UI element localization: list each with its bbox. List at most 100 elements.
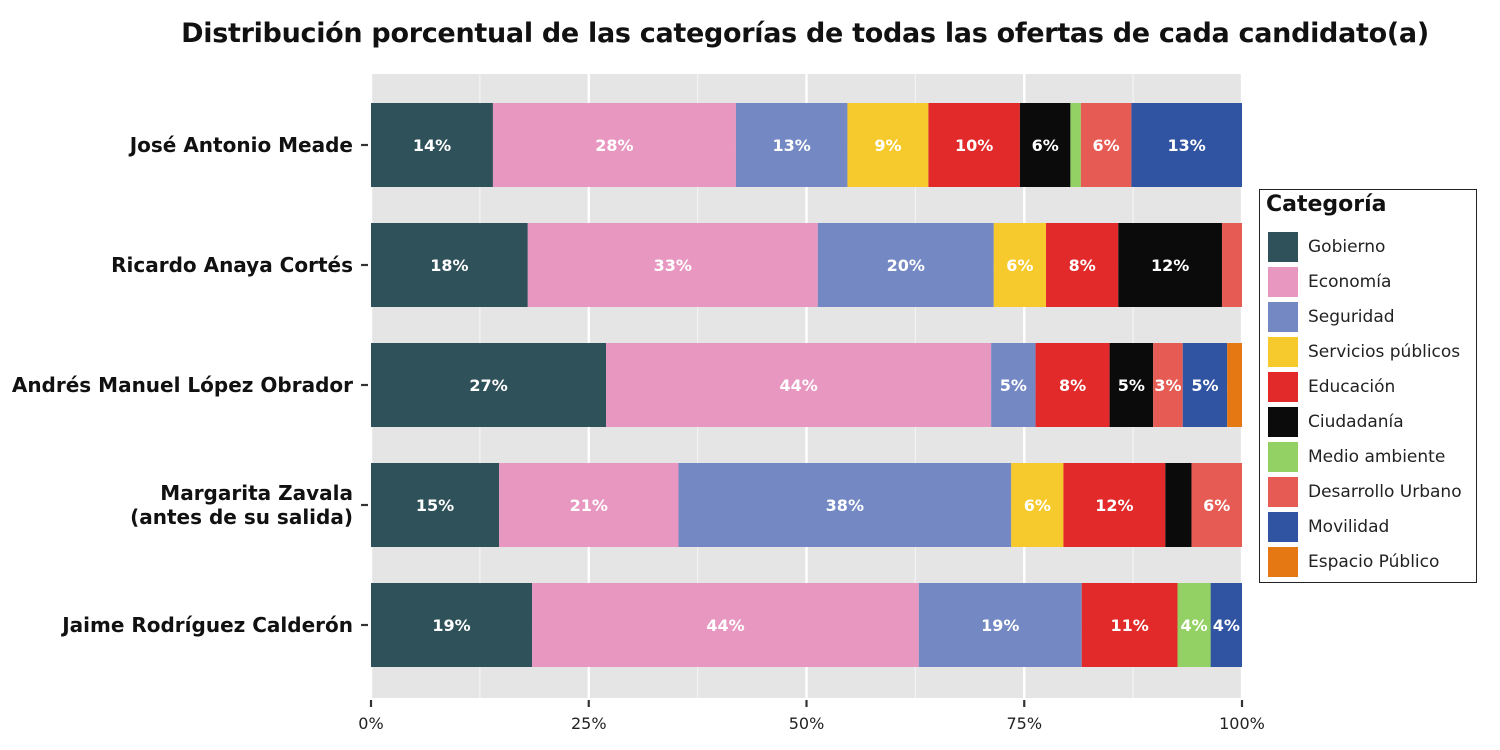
bar-segment [499,463,679,547]
data-label: 21% [570,496,608,515]
legend-swatch [1268,547,1298,577]
data-label: 3% [1154,376,1181,395]
legend-swatch [1268,267,1298,297]
legend-label: Economía [1308,272,1392,292]
chart-title: Distribución porcentual de las categoría… [181,18,1429,49]
x-tick-label: 25% [571,714,607,733]
bar-segment [928,103,1020,187]
data-label: 12% [1095,496,1133,515]
legend-item: Educación [1268,372,1474,402]
data-label: 4% [1213,616,1240,635]
data-label: 5% [1118,376,1145,395]
data-label: 19% [432,616,470,635]
bar-segment [371,343,607,427]
bar-segment [1182,343,1228,427]
bar-segment [1035,343,1110,427]
bar-segment [735,103,848,187]
data-label: 44% [780,376,818,395]
bar-segment [1227,343,1242,427]
bar-segment [1063,463,1166,547]
bar-segment [993,223,1047,307]
data-label: 13% [773,136,811,155]
bar-segment [1177,583,1211,667]
legend-swatch [1268,302,1298,332]
y-tick-label: Jaime Rodríguez Calderón [60,613,353,637]
bar-segment [1165,463,1192,547]
data-label: 11% [1110,616,1148,635]
y-tick-label: Ricardo Anaya Cortés [111,253,353,277]
legend-swatch [1268,407,1298,437]
legend-item: Servicios públicos [1268,337,1474,367]
data-label: 10% [955,136,993,155]
data-label: 6% [1032,136,1059,155]
legend-item: Desarrollo Urbano [1268,477,1474,507]
bar-segment [371,583,533,667]
legend-label: Medio ambiente [1308,447,1446,467]
legend-swatch [1268,337,1298,367]
legend-item: Economía [1268,267,1474,297]
data-label: 20% [887,256,925,275]
bar-segment [678,463,1012,547]
x-tick-label: 75% [1006,714,1042,733]
bar-segment [527,223,818,307]
legend: Categoría Gobierno Economía Seguridad Servi… [1259,189,1477,583]
data-label: 13% [1168,136,1206,155]
bar-segment [1221,223,1242,307]
data-label: 9% [874,136,901,155]
data-label: 6% [1093,136,1120,155]
legend-swatch [1268,372,1298,402]
legend-item: Medio ambiente [1268,442,1474,472]
bar-segment [1080,103,1132,187]
legend-label: Educación [1308,377,1396,397]
data-label: 14% [413,136,451,155]
data-label: 12% [1151,256,1189,275]
data-label: 6% [1203,496,1230,515]
bar-segment [918,583,1082,667]
bar-segment [847,103,929,187]
bar-segment [1070,103,1081,187]
data-label: 19% [981,616,1019,635]
bar-segment [991,343,1036,427]
legend-label: Movilidad [1308,517,1390,537]
bar-segment [1191,463,1242,547]
bar-segment [1153,343,1183,427]
bar-segment [1081,583,1178,667]
data-label: 5% [1000,376,1027,395]
legend-item: Seguridad [1268,302,1474,332]
bar-segment [1118,223,1222,307]
legend-item: Movilidad [1268,512,1474,542]
y-tick-label: (antes de su salida) [130,505,353,529]
legend-title: Categoría [1266,192,1387,217]
legend-label: Espacio Público [1308,552,1440,572]
legend-label: Servicios públicos [1308,342,1461,362]
bar-segment [371,223,528,307]
x-tick-label: 0% [358,714,383,733]
y-tick-label: Margarita Zavala [160,481,353,505]
x-tick-label: 100% [1219,714,1265,733]
bar-segment [1046,223,1119,307]
bar-segment [371,463,500,547]
data-label: 44% [706,616,744,635]
bar-segment [1019,103,1071,187]
x-tick-label: 50% [789,714,825,733]
data-label: 4% [1181,616,1208,635]
bar-segment [817,223,994,307]
data-label: 5% [1191,376,1218,395]
data-label: 8% [1059,376,1086,395]
bar-segment [1131,103,1242,187]
legend-item: Gobierno [1268,232,1474,262]
legend-swatch [1268,512,1298,542]
legend-label: Gobierno [1308,237,1386,257]
bar-segment [1011,463,1064,547]
bar-segment [1210,583,1242,667]
data-label: 28% [595,136,633,155]
bar-segment [1109,343,1154,427]
data-label: 6% [1024,496,1051,515]
y-tick-label: José Antonio Meade [128,133,353,157]
data-label: 33% [654,256,692,275]
bar-segment [371,103,493,187]
data-label: 38% [826,496,864,515]
bar-segment [492,103,736,187]
data-label: 27% [469,376,507,395]
